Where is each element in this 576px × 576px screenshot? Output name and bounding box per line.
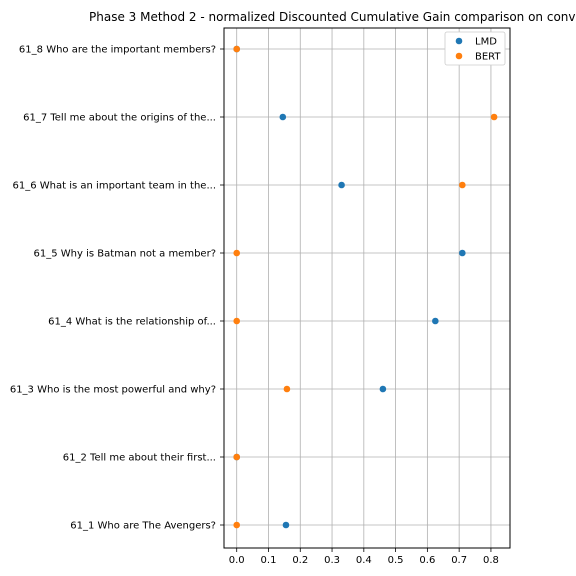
point-lmd <box>459 249 466 257</box>
point-bert <box>233 317 241 325</box>
legend-marker <box>455 37 463 45</box>
legend: LMD BERT <box>444 31 506 66</box>
legend-label: LMD <box>475 37 497 48</box>
category-label: 61_3 Who is the most powerful and why? <box>10 385 216 396</box>
category-label: 61_5 Why is Batman not a member? <box>34 249 216 260</box>
legend-marker <box>455 52 463 60</box>
y-axis-ticks: 61_1 Who are The Avengers? 61_2 Tell me a… <box>10 45 224 532</box>
x-tick-label: 0.3 <box>324 555 340 566</box>
x-axis-ticks: 0.0 0.1 0.2 0.3 0.4 0.5 0.6 0.7 0.8 <box>229 548 499 566</box>
x-tick-label: 0.8 <box>483 555 499 566</box>
x-tick-label: 0.5 <box>388 555 404 566</box>
x-tick-label: 0.6 <box>419 555 435 566</box>
grid-lines <box>224 28 510 548</box>
point-lmd <box>338 181 345 189</box>
category-label: 61_7 Tell me about the origins of the... <box>23 113 216 124</box>
point-bert <box>490 113 498 121</box>
point-bert <box>233 45 241 53</box>
legend-label: BERT <box>475 52 501 63</box>
data-points <box>233 45 498 529</box>
plot-area-frame <box>223 27 511 549</box>
point-bert <box>233 249 241 257</box>
category-label: 61_1 Who are The Avengers? <box>70 521 216 532</box>
x-tick-label: 0.1 <box>261 555 277 566</box>
point-bert <box>283 385 291 393</box>
point-bert <box>459 181 466 189</box>
point-lmd <box>379 385 387 393</box>
chart-title: Phase 3 Method 2 - normalized Discounted… <box>89 10 576 24</box>
x-tick-label: 0.2 <box>292 555 308 566</box>
category-label: 61_4 What is the relationship of... <box>48 317 216 328</box>
point-lmd <box>282 521 290 529</box>
category-label: 61_6 What is an important team in the... <box>13 181 216 192</box>
x-tick-label: 0.0 <box>229 555 245 566</box>
x-tick-label: 0.7 <box>451 555 467 566</box>
category-label: 61_8 Who are the important members? <box>19 45 216 56</box>
x-tick-label: 0.4 <box>356 555 372 566</box>
point-lmd <box>432 317 439 325</box>
point-bert <box>233 521 241 529</box>
point-bert <box>233 453 241 461</box>
point-lmd <box>279 113 287 121</box>
category-label: 61_2 Tell me about their first... <box>63 453 216 464</box>
